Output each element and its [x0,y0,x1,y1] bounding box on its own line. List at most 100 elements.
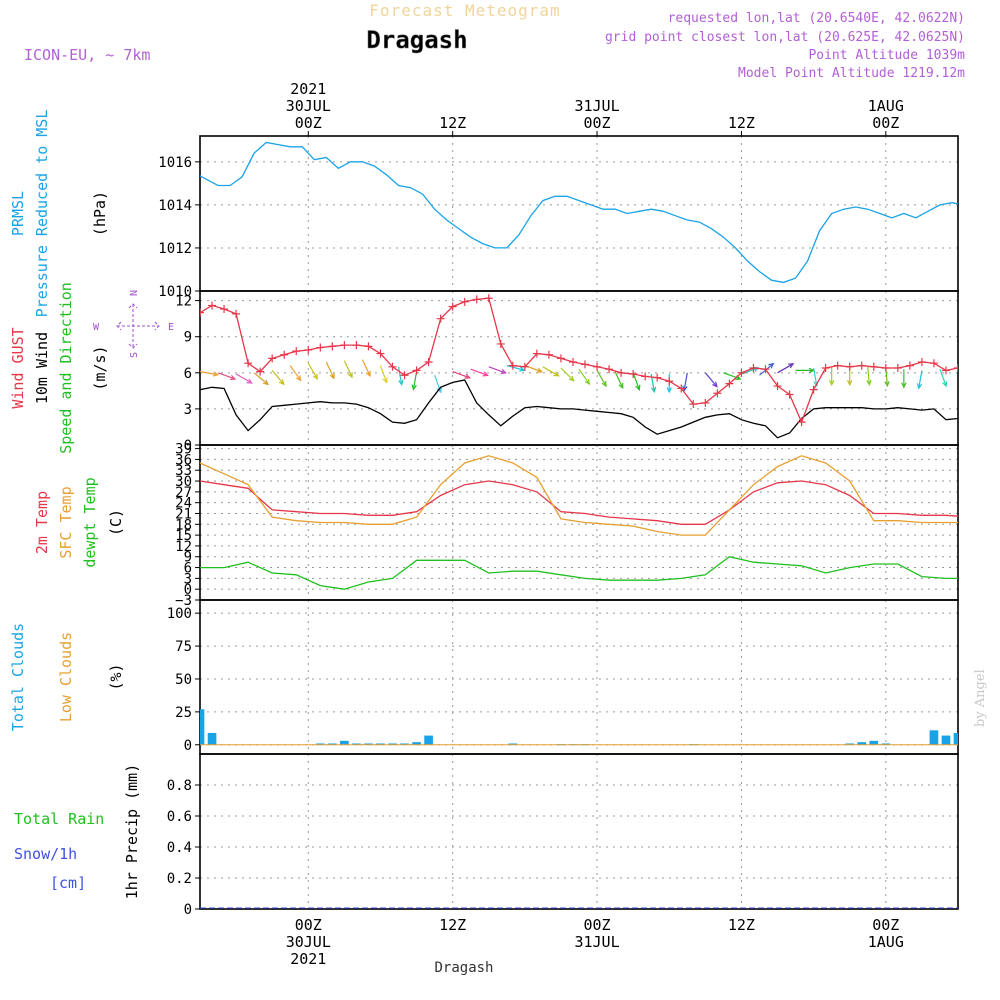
wind-arrow-head [768,362,775,369]
wind-gust-marker [568,357,577,366]
y-tick-label: 1012 [158,241,192,257]
wind-gust-marker [821,364,830,372]
temperature-line-dewpt-temp [200,555,958,590]
precip-frame [199,753,959,910]
wind-gust-marker [256,367,265,376]
bottom-time-label: 00Z [584,916,611,934]
cloud-bar [207,732,217,745]
wind-gust-marker [208,301,217,310]
bottom-time-label: 00Z [295,916,322,934]
y-tick-label: 25 [175,705,192,721]
temperature-ylabel: (C) [107,509,125,536]
precip-ylabel: 1hr Precip (mm) [123,764,141,899]
cloud-bar [315,743,325,745]
y-tick-label: 15 [175,528,192,544]
wind-gust-marker [352,341,361,350]
cloud-bar [845,743,855,745]
wind-gust-marker [677,384,686,393]
y-tick-label: 33 [175,463,192,479]
temperature-legend-label: SFC Temp [57,486,75,558]
wind-arrow [235,373,252,384]
cloud-bar [990,672,999,744]
clouds-ylabel: (%) [107,663,125,690]
wind-gust-marker [340,341,349,350]
top-time-label: 00Z [584,114,611,132]
location-title: Dragash [366,26,467,54]
bottom-time-label: 2021 [290,950,326,968]
wind-gust-marker [460,297,469,306]
top-time-label: 31JUL [574,97,619,115]
wind-arrow [361,359,371,377]
y-tick-label: 1010 [158,284,192,300]
wind-arrow-head [682,385,688,392]
wind-arrow-head [312,373,318,380]
bottom-time-label: 30JUL [286,933,331,951]
wind-arrow [560,367,575,382]
wind-arrow-head [866,379,872,387]
y-tick-label: 9 [184,330,192,346]
bottom-time-label: 00Z [872,916,899,934]
precip-panel: 0 0.2 0.4 0.6 0.8 Total Rain Snow/1h [cm] 1hr Pr… [14,753,959,918]
y-tick-label: 1016 [158,155,192,171]
credit-text: by Angel [973,669,988,727]
wind-arrow-head [916,383,923,390]
wind-arrow [614,371,624,389]
wind-arrow [506,365,525,371]
y-tick-label: 0 [184,582,192,598]
wind-gust-marker [905,361,914,370]
wind-arrow-head [278,379,285,386]
wind-gust-marker [966,374,974,382]
wind-gust-marker [280,350,289,359]
wind-arrow [867,366,870,385]
bottom-time-label: 1AUG [868,933,904,951]
cloud-bar [869,740,879,745]
top-time-label: 2021 [290,80,326,98]
wind-gust-marker [954,364,958,372]
y-tick-label: 39 [175,442,192,458]
temperature-line-sfc-temp [200,455,958,536]
wind-gust-marker [845,362,854,371]
wind-arrow [412,371,418,390]
wind-arrow [939,368,947,387]
wind-gust-marker [990,348,998,356]
top-time-label: 12Z [728,114,755,132]
wind-arrow-head [992,379,996,384]
compass-s: S [129,352,140,358]
precip-legend-label: Total Rain [14,810,104,828]
wind-arrow-head [500,368,507,375]
temperature-line-2m-temp [200,480,958,525]
wind-gust-marker [593,362,602,371]
y-tick-label: 0.2 [167,871,192,887]
y-tick-label: 12 [175,539,192,555]
top-time-label: 00Z [872,114,899,132]
wind-arrow-head [365,370,371,378]
wind-gust-marker [917,357,926,366]
cloud-bar [200,709,205,745]
wind-arrow-head [295,375,302,382]
wind-arrow-head [329,373,335,380]
wind-arrow [596,370,607,387]
wind-gust-marker [472,295,481,304]
wind-gust-marker [701,398,710,407]
temperature-legend-label: dewpt Temp [81,477,99,567]
pressure-line [200,141,958,284]
wind-gust-marker [200,308,204,317]
y-tick-label: 0.6 [167,809,192,825]
wind-gust-marker [484,294,493,303]
bottom-time-label: 12Z [728,916,755,934]
wind-arrow [253,372,269,385]
clouds-panel: 0 25 50 75 100 Total Clouds Low Clouds (%) [9,599,999,755]
wind-gust-marker [532,349,541,358]
cloud-bar [376,743,385,745]
y-tick-label: 3 [184,571,192,587]
cloud-bar [953,732,958,745]
wind-gust-marker [929,359,938,368]
y-tick-label: 21 [175,506,192,522]
wind-arrow [325,361,335,379]
pressure-legend-label: Pressure Reduced to MSL [33,110,51,318]
wind-gust-marker [725,379,734,388]
wind-arrow-head [347,372,353,379]
y-tick-label: 6 [184,366,192,382]
wind-gust-marker [773,382,782,391]
y-tick-label: 100 [167,606,192,622]
